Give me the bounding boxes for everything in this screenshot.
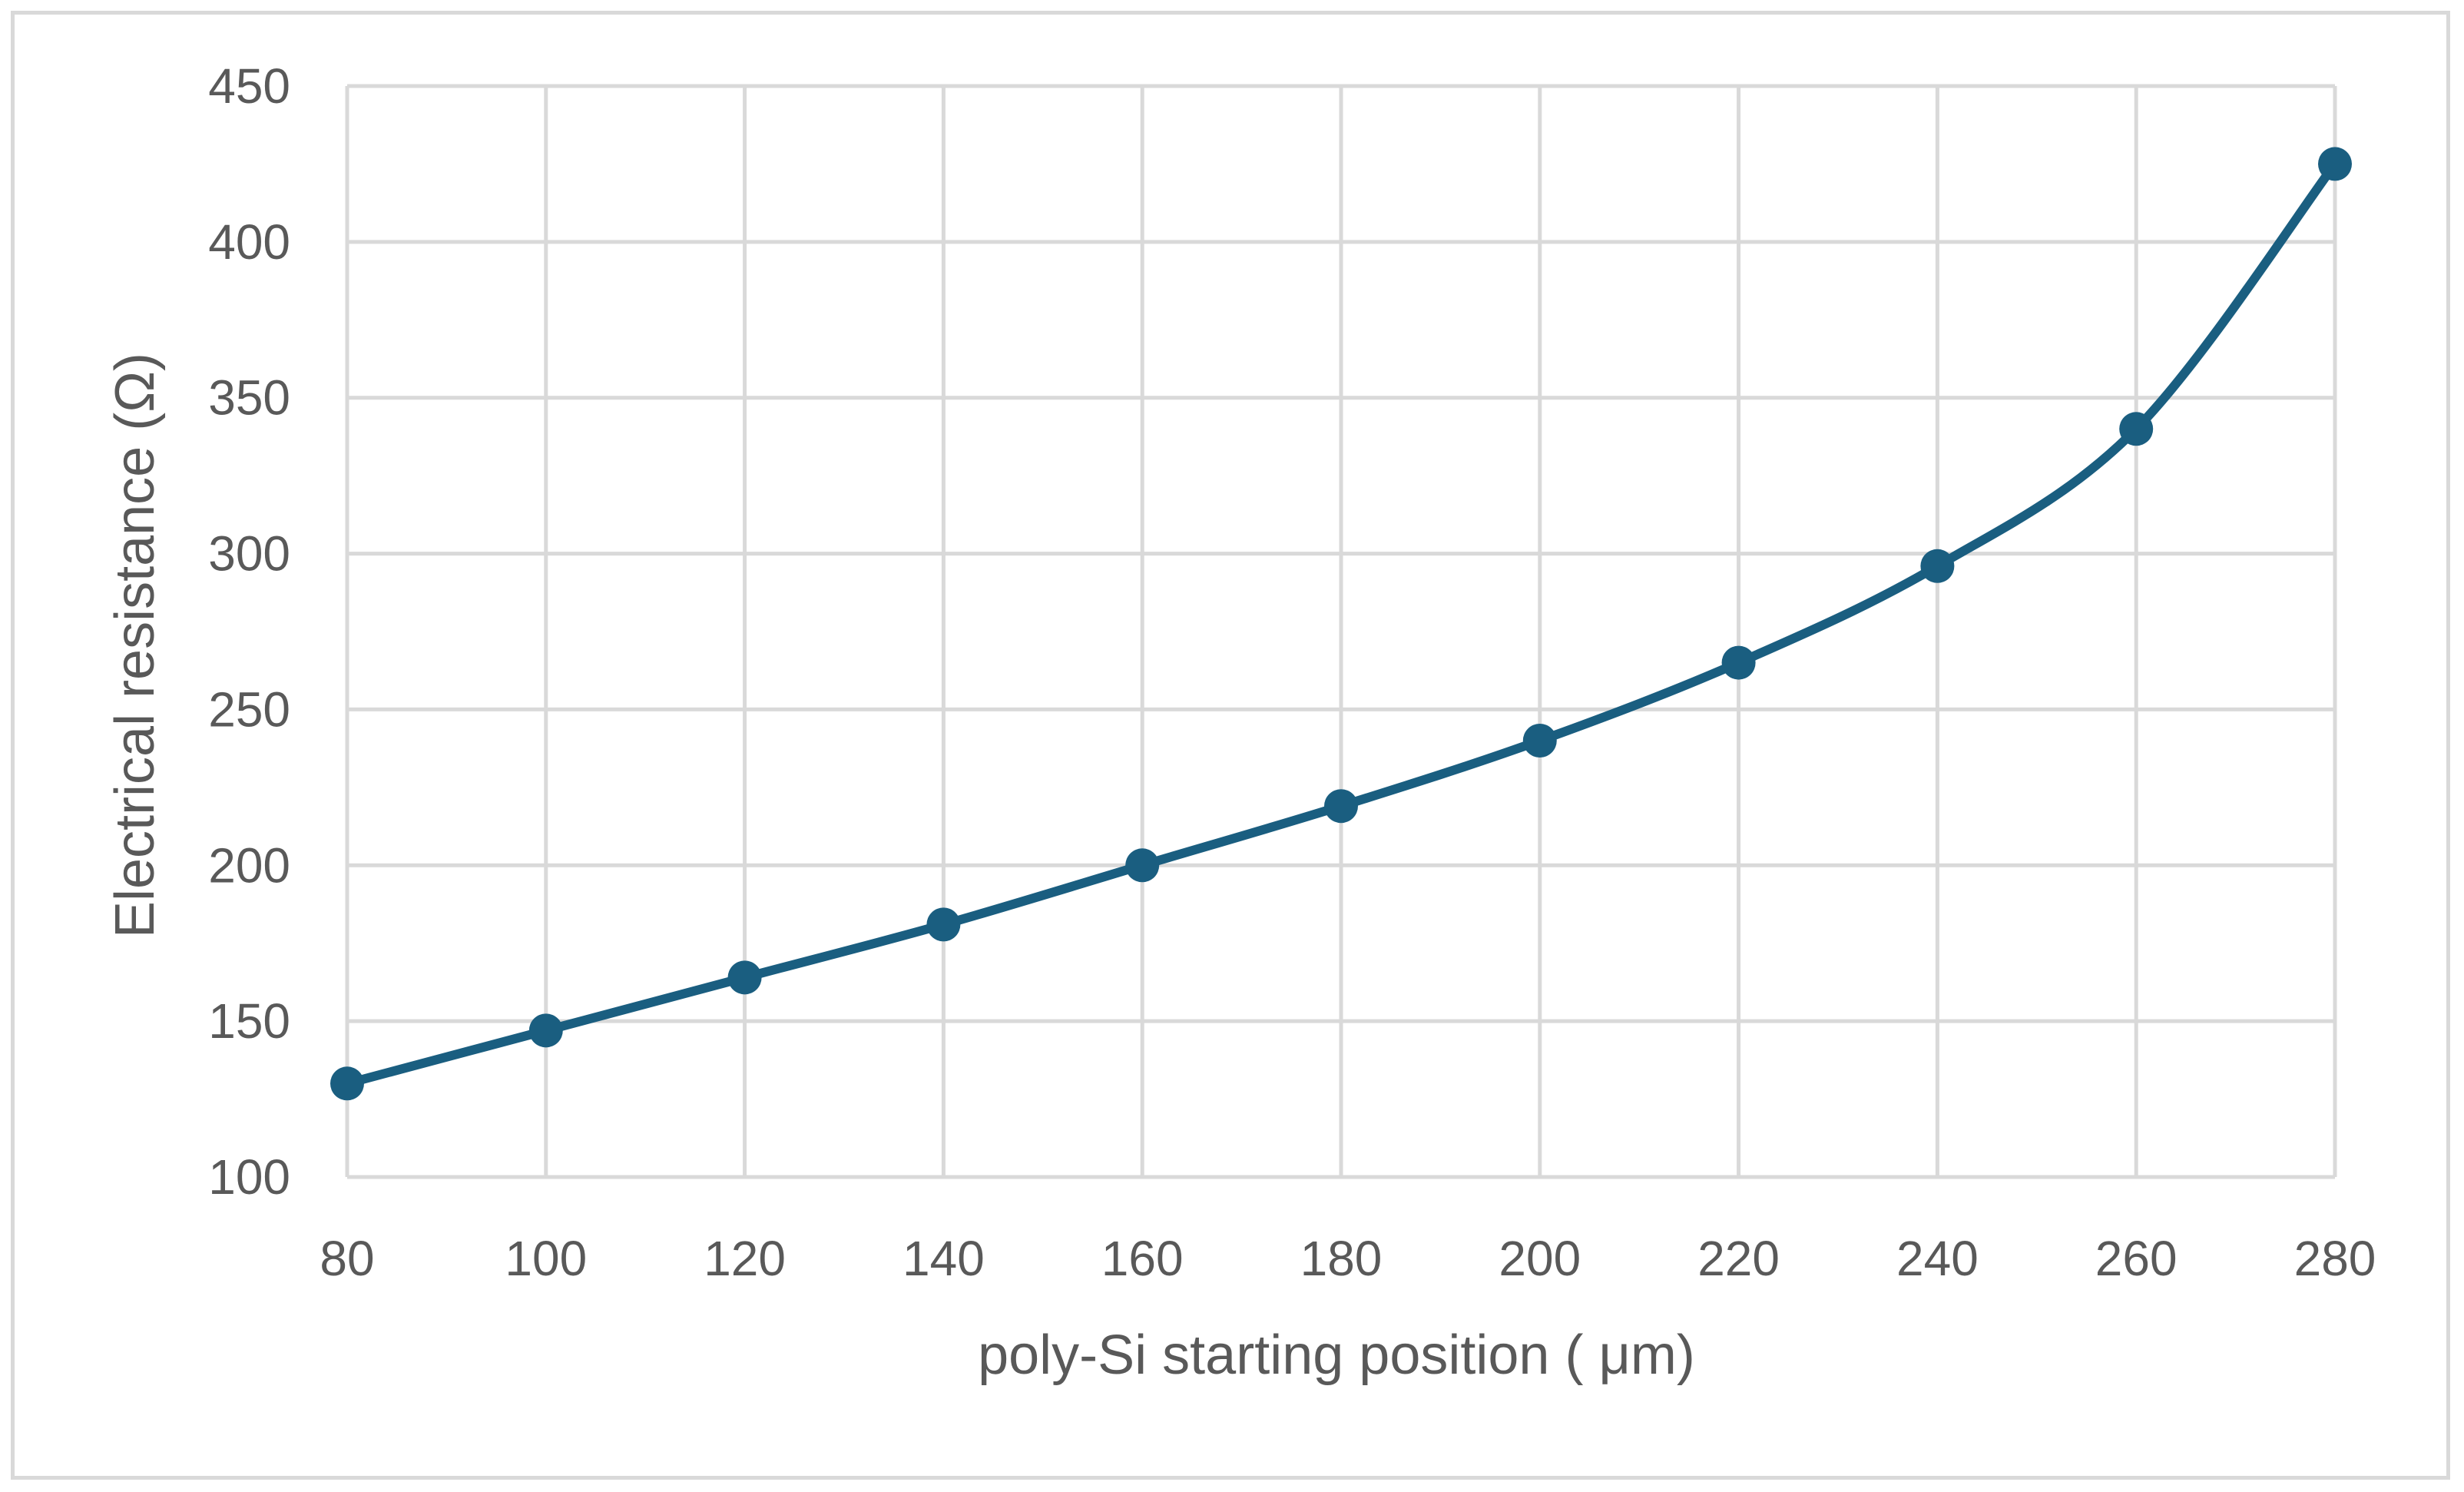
x-axis-ticks: 80 100 120 140 160 180 200 220 240 260 280 xyxy=(320,1231,2376,1286)
x-axis-title: poly-Si starting position ( μm) xyxy=(978,1325,1695,1386)
x-tick-label: 160 xyxy=(1101,1231,1184,1286)
gridlines xyxy=(345,84,2337,1179)
data-point-marker xyxy=(926,907,961,942)
x-tick-label: 140 xyxy=(902,1231,985,1286)
x-tick-label: 200 xyxy=(1499,1231,1581,1286)
y-tick-label: 250 xyxy=(208,681,290,737)
x-tick-label: 240 xyxy=(1896,1231,1979,1286)
x-tick-label: 120 xyxy=(704,1231,786,1286)
series xyxy=(330,147,2352,1101)
data-point-marker xyxy=(727,960,762,995)
y-axis-title: Electrical resistance (Ω) xyxy=(104,353,166,938)
x-tick-label: 260 xyxy=(2095,1231,2178,1286)
x-tick-label: 180 xyxy=(1300,1231,1383,1286)
data-point-marker xyxy=(2318,147,2352,181)
x-tick-label: 220 xyxy=(1697,1231,1780,1286)
y-tick-label: 350 xyxy=(208,370,290,426)
data-point-marker xyxy=(1721,645,1756,680)
chart-frame xyxy=(11,11,2450,1480)
data-point-marker xyxy=(1522,724,1557,758)
data-point-marker xyxy=(2119,412,2154,446)
x-tick-label: 80 xyxy=(320,1231,374,1286)
data-point-marker xyxy=(330,1066,364,1101)
x-tick-label: 100 xyxy=(505,1231,587,1286)
data-point-marker xyxy=(1324,789,1358,824)
y-tick-label: 200 xyxy=(208,837,290,893)
data-point-marker xyxy=(1125,848,1160,883)
data-point-marker xyxy=(1920,549,1955,583)
y-tick-label: 450 xyxy=(208,58,290,114)
y-tick-label: 150 xyxy=(208,993,290,1049)
y-tick-label: 100 xyxy=(208,1149,290,1205)
y-tick-label: 300 xyxy=(208,526,290,582)
y-tick-label: 400 xyxy=(208,214,290,270)
y-axis-ticks: 100 150 200 250 300 350 400 450 xyxy=(208,58,290,1205)
x-tick-label: 280 xyxy=(2294,1231,2376,1286)
data-point-marker xyxy=(528,1013,563,1048)
series-line xyxy=(343,159,2340,1089)
